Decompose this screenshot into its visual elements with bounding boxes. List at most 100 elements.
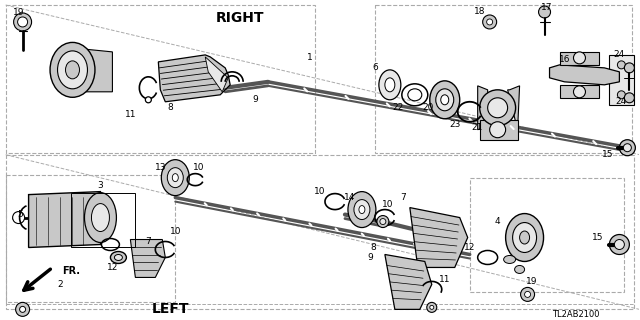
Polygon shape bbox=[205, 57, 228, 92]
Ellipse shape bbox=[65, 61, 79, 79]
Text: 8: 8 bbox=[370, 243, 376, 252]
Text: 13: 13 bbox=[155, 163, 166, 172]
Polygon shape bbox=[158, 55, 230, 102]
Text: 5: 5 bbox=[18, 210, 24, 219]
Text: 18: 18 bbox=[474, 7, 485, 16]
Text: TL2AB2100: TL2AB2100 bbox=[552, 310, 600, 319]
Text: 12: 12 bbox=[107, 263, 118, 272]
Bar bbox=[6, 175, 175, 302]
Ellipse shape bbox=[92, 204, 109, 232]
Circle shape bbox=[618, 91, 625, 99]
Text: 14: 14 bbox=[344, 193, 356, 202]
Ellipse shape bbox=[58, 51, 88, 89]
Text: 22: 22 bbox=[392, 103, 403, 112]
Text: 15: 15 bbox=[592, 233, 603, 242]
Circle shape bbox=[538, 6, 550, 18]
Bar bbox=[375, 5, 632, 153]
Circle shape bbox=[380, 219, 386, 225]
Text: 20: 20 bbox=[422, 103, 433, 112]
Ellipse shape bbox=[84, 193, 116, 243]
Text: 21: 21 bbox=[471, 123, 483, 132]
Text: 24: 24 bbox=[614, 50, 625, 60]
Circle shape bbox=[427, 302, 436, 312]
Text: 10: 10 bbox=[170, 227, 181, 236]
Text: 7: 7 bbox=[145, 237, 151, 246]
Ellipse shape bbox=[161, 160, 189, 196]
Polygon shape bbox=[72, 48, 113, 92]
Polygon shape bbox=[477, 86, 488, 130]
Text: 15: 15 bbox=[602, 150, 613, 159]
Circle shape bbox=[479, 90, 516, 126]
Polygon shape bbox=[385, 254, 432, 309]
Polygon shape bbox=[508, 86, 520, 130]
Circle shape bbox=[609, 235, 629, 254]
Circle shape bbox=[614, 239, 625, 250]
Circle shape bbox=[483, 15, 497, 29]
Ellipse shape bbox=[385, 78, 395, 92]
Ellipse shape bbox=[504, 255, 516, 263]
Polygon shape bbox=[479, 120, 518, 140]
Text: 19: 19 bbox=[526, 277, 538, 286]
Ellipse shape bbox=[506, 213, 543, 261]
Circle shape bbox=[573, 52, 586, 64]
Text: 23: 23 bbox=[449, 120, 460, 129]
Text: 17: 17 bbox=[541, 4, 552, 12]
Ellipse shape bbox=[379, 70, 401, 100]
Ellipse shape bbox=[436, 89, 454, 111]
Text: 10: 10 bbox=[193, 163, 204, 172]
Ellipse shape bbox=[50, 43, 95, 97]
Text: 3: 3 bbox=[97, 181, 103, 190]
Polygon shape bbox=[29, 192, 106, 247]
Polygon shape bbox=[559, 52, 600, 65]
Ellipse shape bbox=[348, 192, 376, 228]
Text: 10: 10 bbox=[382, 200, 394, 209]
Ellipse shape bbox=[515, 266, 525, 274]
Circle shape bbox=[488, 98, 508, 118]
Text: 7: 7 bbox=[400, 193, 406, 202]
Circle shape bbox=[618, 61, 625, 69]
Ellipse shape bbox=[520, 231, 529, 244]
Polygon shape bbox=[609, 55, 634, 105]
Text: 2: 2 bbox=[58, 280, 63, 289]
Text: 16: 16 bbox=[559, 55, 570, 64]
Circle shape bbox=[13, 212, 24, 224]
Text: FR.: FR. bbox=[63, 267, 81, 276]
Ellipse shape bbox=[172, 174, 179, 182]
Circle shape bbox=[573, 86, 586, 98]
Ellipse shape bbox=[111, 252, 126, 263]
Circle shape bbox=[18, 17, 28, 27]
Text: 8: 8 bbox=[168, 103, 173, 112]
Ellipse shape bbox=[359, 205, 365, 213]
Text: 10: 10 bbox=[314, 187, 326, 196]
Text: 11: 11 bbox=[125, 110, 136, 119]
Circle shape bbox=[20, 306, 26, 312]
Text: 6: 6 bbox=[372, 63, 378, 72]
Circle shape bbox=[377, 216, 389, 228]
Text: 24: 24 bbox=[616, 97, 627, 106]
Ellipse shape bbox=[430, 81, 460, 119]
Bar bbox=[6, 5, 315, 153]
Circle shape bbox=[520, 287, 534, 301]
Ellipse shape bbox=[167, 168, 183, 188]
Text: 1: 1 bbox=[307, 53, 313, 62]
Circle shape bbox=[525, 292, 531, 297]
Polygon shape bbox=[550, 65, 620, 85]
Circle shape bbox=[430, 305, 434, 309]
Ellipse shape bbox=[115, 254, 122, 260]
Circle shape bbox=[145, 97, 151, 103]
Ellipse shape bbox=[354, 200, 370, 220]
Text: 9: 9 bbox=[367, 253, 372, 262]
Circle shape bbox=[625, 93, 634, 103]
Ellipse shape bbox=[441, 95, 449, 105]
Ellipse shape bbox=[513, 222, 536, 252]
Circle shape bbox=[623, 144, 632, 152]
Text: 12: 12 bbox=[464, 243, 476, 252]
Text: RIGHT: RIGHT bbox=[216, 11, 264, 25]
Circle shape bbox=[620, 140, 636, 156]
Polygon shape bbox=[559, 85, 600, 98]
Bar bbox=[470, 178, 625, 292]
Text: 11: 11 bbox=[439, 275, 451, 284]
Text: LEFT: LEFT bbox=[152, 302, 189, 316]
Bar bbox=[70, 193, 136, 247]
Circle shape bbox=[486, 19, 493, 25]
